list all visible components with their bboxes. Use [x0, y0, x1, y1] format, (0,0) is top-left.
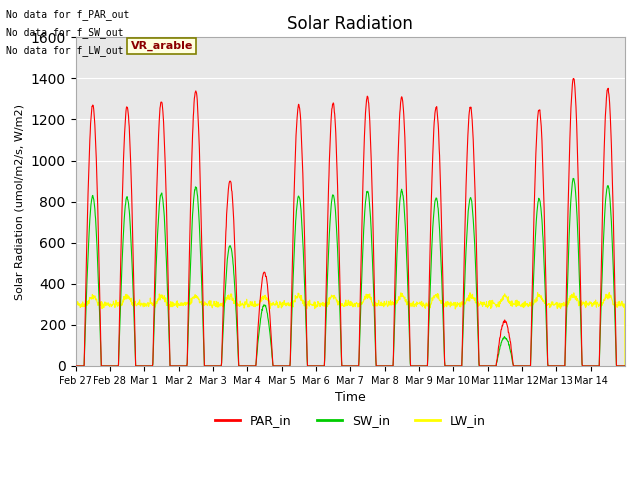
Y-axis label: Solar Radiation (umol/m2/s, W/m2): Solar Radiation (umol/m2/s, W/m2)	[15, 104, 25, 300]
Text: VR_arable: VR_arable	[131, 41, 193, 51]
Title: Solar Radiation: Solar Radiation	[287, 15, 413, 33]
Text: No data for f_LW_out: No data for f_LW_out	[6, 45, 124, 56]
Text: No data for f_PAR_out: No data for f_PAR_out	[6, 9, 130, 20]
Text: No data for f_SW_out: No data for f_SW_out	[6, 27, 124, 38]
Legend: PAR_in, SW_in, LW_in: PAR_in, SW_in, LW_in	[210, 409, 490, 432]
X-axis label: Time: Time	[335, 391, 365, 404]
